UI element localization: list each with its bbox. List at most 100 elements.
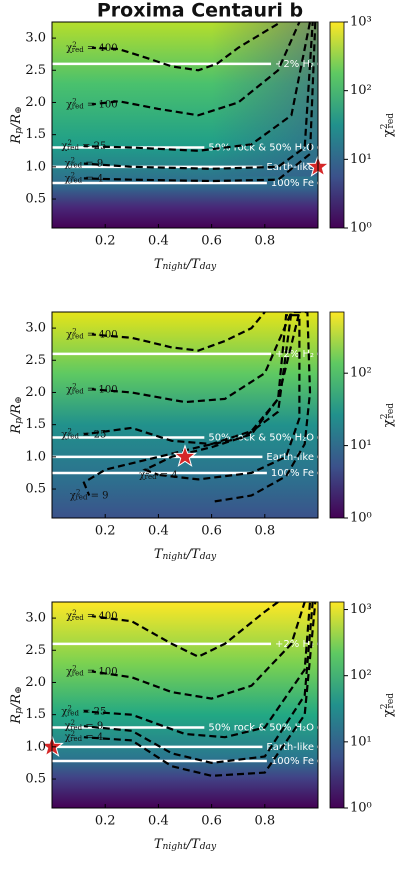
text-part: 2: [380, 413, 390, 419]
text-part: red: [70, 735, 82, 743]
y-tick-label: 1.5: [25, 707, 46, 722]
colorbar-tick-label: 10²: [350, 366, 372, 381]
x-tick-label: 0.2: [95, 524, 116, 539]
colorbar: [329, 601, 345, 809]
text-part: p: [14, 708, 24, 714]
text-part: 2: [71, 719, 75, 727]
contour-line: [142, 314, 301, 481]
colorbar-tick-label: 10³: [350, 15, 372, 30]
text-part: red: [75, 493, 87, 501]
text-part: χ: [139, 469, 145, 480]
contour-line: [91, 312, 266, 352]
text-part: χ: [65, 732, 71, 743]
text-part: day: [200, 262, 217, 272]
text-part: red: [145, 473, 157, 481]
text-part: = 4: [157, 469, 178, 480]
text-part: = 9: [87, 490, 108, 501]
text-part: R: [9, 714, 24, 725]
text-part: red: [67, 709, 79, 717]
heatmap: [52, 602, 318, 808]
plot-area: +2% H₂ 50% rock & 50% H₂O Earth-like 100% F…: [52, 22, 318, 189]
reference-label: 50% rock & 50% H₂O: [208, 143, 314, 154]
text-part: χ: [66, 99, 72, 110]
reference-label: 100% Fe: [271, 756, 314, 767]
text-part: /R: [9, 114, 24, 130]
colorbar-tick-label: 10⁰: [350, 511, 372, 526]
colorbar-tick-label: 10³: [350, 602, 372, 617]
colorbar-tick-label: 10²: [350, 83, 372, 98]
x-tick-label: 0.2: [95, 814, 116, 829]
text-part: ⊕: [14, 396, 24, 404]
reference-label: +2% H₂: [275, 59, 314, 70]
text-part: red: [386, 403, 396, 419]
text-part: red: [67, 144, 79, 152]
colorbar-tick-label: 10¹: [350, 152, 372, 167]
plot-frame: [51, 601, 319, 809]
text-part: p: [14, 418, 24, 424]
text-part: red: [72, 669, 84, 677]
contour-line: [83, 602, 314, 765]
y-tick-label: 1.5: [25, 417, 46, 432]
y-tick-label: 3.0: [25, 31, 46, 46]
text-part: red: [67, 432, 79, 440]
contour-line: [91, 22, 282, 72]
text-part: χ: [61, 141, 67, 152]
text-part: χ: [381, 709, 396, 717]
text-part: χ: [66, 666, 72, 677]
colorbar-label: χ2red: [380, 403, 396, 427]
text-part: T: [154, 257, 164, 272]
text-part: R: [9, 134, 24, 145]
text-part: red: [72, 46, 84, 54]
y-tick-label: 3.0: [25, 321, 46, 336]
text-part: /R: [9, 694, 24, 710]
text-part: χ: [381, 129, 396, 137]
text-part: day: [200, 842, 217, 852]
x-tick-label: 0.4: [148, 814, 169, 829]
text-part: 2: [145, 468, 149, 476]
plot-frame: [51, 311, 319, 519]
y-tick-label: 2.0: [25, 95, 46, 110]
contour-line: [91, 22, 301, 117]
text-part: /T: [185, 837, 201, 852]
plot-frame: [51, 21, 319, 229]
text-part: night: [163, 842, 187, 852]
y-axis-label: Rp/R⊕: [9, 106, 24, 144]
x-axis-label: Tnight/Tday: [154, 257, 217, 272]
x-tick-label: 0.8: [254, 234, 275, 249]
contour-line: [91, 312, 293, 404]
x-tick-label: 0.4: [148, 524, 169, 539]
colorbar: [329, 311, 345, 519]
y-tick-label: 1.0: [25, 449, 46, 464]
text-part: red: [386, 113, 396, 129]
heatmap: [52, 312, 318, 518]
contour-line: [82, 312, 312, 503]
colorbar-label: χ2red: [380, 693, 396, 717]
contour-line: [83, 312, 301, 446]
text-part: 2: [71, 730, 75, 738]
contour-line: [83, 602, 312, 739]
text-part: 2: [67, 705, 71, 713]
reference-label: +2% H₂: [275, 349, 314, 360]
contour-label: χ2 red = 25: [61, 428, 106, 441]
y-tick-label: 2.0: [25, 675, 46, 690]
contour-label: χ2 red = 400: [66, 328, 117, 341]
x-tick-label: 0.6: [201, 814, 222, 829]
text-part: χ: [381, 419, 396, 427]
text-part: = 400: [84, 611, 118, 622]
text-part: 2: [72, 665, 76, 673]
text-part: /T: [185, 257, 201, 272]
text-part: red: [72, 614, 84, 622]
text-part: 2: [72, 382, 76, 390]
contour-label: χ2 red = 4: [139, 468, 178, 481]
star-marker: [173, 444, 197, 467]
colorbar-tick-label: 10⁰: [350, 221, 372, 236]
y-tick-label: 0.5: [25, 482, 46, 497]
reference-label: Earth-like: [266, 162, 314, 173]
colorbar-tick-label: 10⁰: [350, 801, 372, 816]
text-part: ⊕: [14, 106, 24, 114]
text-part: /R: [9, 404, 24, 420]
text-part: 2: [71, 172, 75, 180]
plot-area: +2% H₂ 50% rock & 50% H₂O Earth-like 100% F…: [52, 312, 318, 503]
colorbar: [329, 21, 345, 229]
y-tick-label: 2.5: [25, 63, 46, 78]
